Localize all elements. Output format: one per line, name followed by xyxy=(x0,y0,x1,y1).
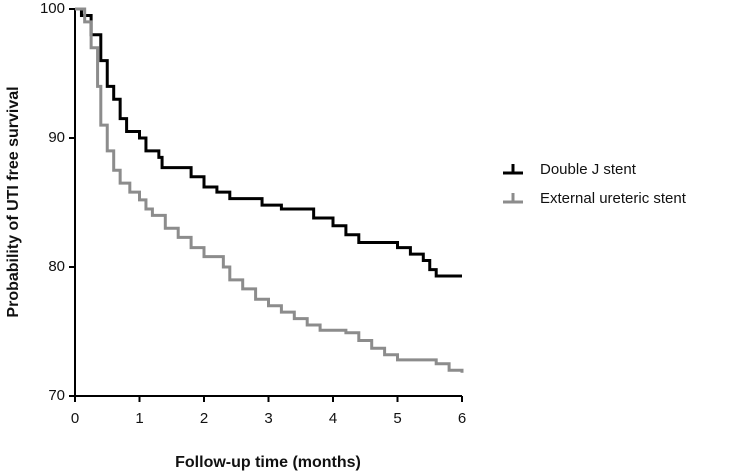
x-tick-label: 6 xyxy=(458,410,466,427)
x-tick-label: 2 xyxy=(200,410,208,427)
x-tick-label: 0 xyxy=(71,410,79,427)
legend-symbol xyxy=(503,164,523,175)
y-tick-label: 100 xyxy=(40,0,65,17)
legend-label: External ureteric stent xyxy=(540,190,687,207)
y-tick-label: 80 xyxy=(48,258,65,275)
y-tick-label: 90 xyxy=(48,129,65,146)
survival-line xyxy=(75,7,464,373)
x-tick-label: 1 xyxy=(135,410,143,427)
y-tick-label: 70 xyxy=(48,387,65,404)
legend-symbol xyxy=(503,193,523,204)
x-tick-label: 4 xyxy=(329,410,337,427)
legend-label: Double J stent xyxy=(540,161,637,178)
y-axis-title: Probability of UTI free survival xyxy=(5,86,22,317)
x-tick-label: 5 xyxy=(393,410,401,427)
x-axis-title: Follow-up time (months) xyxy=(175,454,361,471)
survival-line xyxy=(75,7,462,278)
x-tick-label: 3 xyxy=(264,410,272,427)
